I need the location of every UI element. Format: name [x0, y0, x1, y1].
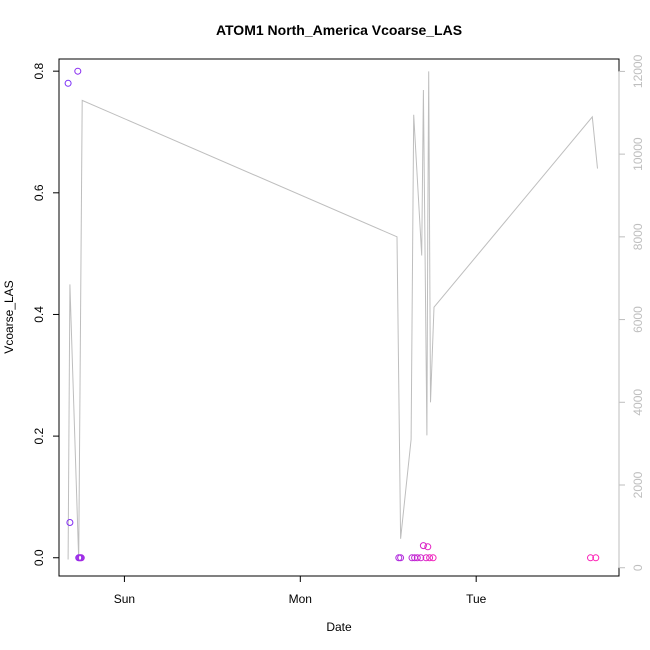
- data-point: [426, 554, 434, 562]
- data-point: [592, 554, 600, 562]
- data-point: [77, 554, 85, 562]
- chart-title: ATOM1 North_America Vcoarse_LAS: [216, 22, 462, 38]
- line-series-path: [67, 71, 598, 560]
- y-axis-label: Vcoarse_LAS: [2, 280, 16, 353]
- y2-tick-label: 0: [631, 564, 645, 571]
- data-point: [64, 79, 72, 87]
- data-point: [419, 542, 427, 550]
- line-series: [67, 71, 598, 560]
- y-axis-right: 0 2000 4000 6000 8000 10000 12000: [618, 54, 645, 571]
- data-point: [408, 554, 416, 562]
- y2-tick-label: 12000: [631, 54, 645, 88]
- x-axis: Sun Mon Tue: [114, 576, 487, 606]
- x-axis-label: Date: [326, 620, 352, 634]
- y2-tick-label: 4000: [631, 389, 645, 416]
- data-point: [413, 554, 421, 562]
- x-tick-label: Tue: [466, 592, 487, 606]
- y-tick-label: 0.6: [32, 184, 46, 201]
- y-tick-label: 0.8: [32, 63, 46, 80]
- data-point: [66, 519, 74, 526]
- data-point: [74, 67, 82, 75]
- y2-tick-label: 6000: [631, 306, 645, 333]
- data-point: [587, 554, 594, 562]
- data-point: [429, 554, 437, 562]
- y2-tick-label: 8000: [631, 223, 645, 250]
- y-axis-left: 0.0 0.2 0.4 0.6 0.8: [32, 63, 59, 566]
- y-tick-label: 0.4: [32, 306, 46, 323]
- y-tick-label: 0.2: [32, 427, 46, 444]
- x-tick-label: Mon: [289, 592, 312, 606]
- scatter-series: [64, 67, 600, 562]
- plot-frame: [58, 58, 620, 577]
- data-point: [397, 554, 405, 562]
- data-point: [417, 554, 425, 562]
- y2-tick-label: 10000: [631, 137, 645, 171]
- data-point: [422, 554, 430, 562]
- y-tick-label: 0.0: [32, 549, 46, 566]
- x-tick-label: Sun: [114, 592, 135, 606]
- y2-tick-label: 2000: [631, 471, 645, 498]
- data-point: [424, 543, 432, 551]
